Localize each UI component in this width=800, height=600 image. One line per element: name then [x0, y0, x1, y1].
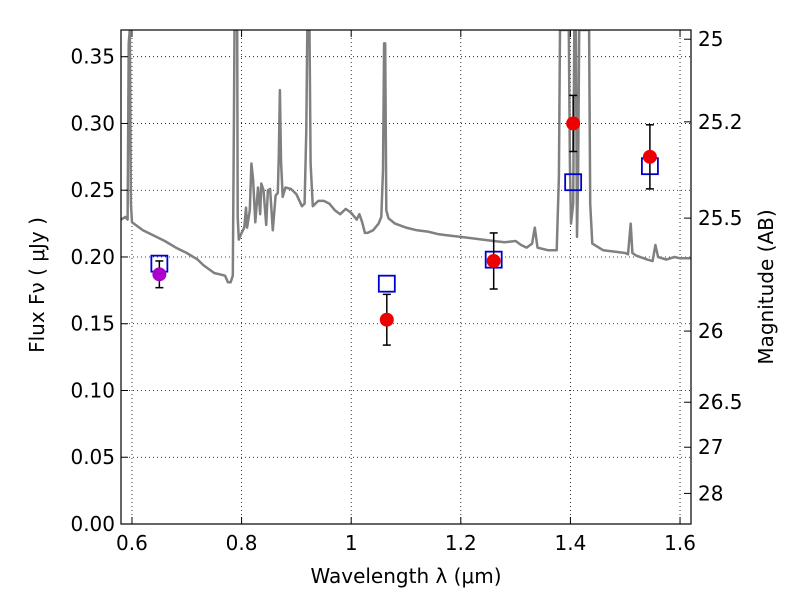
- observed-flux-point: [152, 267, 167, 282]
- y-tick-label: 0.35: [70, 45, 115, 69]
- template-spectrum-line: [121, 30, 691, 284]
- magnitude-tick-label: 26: [698, 319, 723, 343]
- observed-flux-point: [486, 253, 501, 268]
- observed-flux-point: [566, 116, 581, 131]
- y-tick-label: 0.10: [70, 378, 115, 402]
- grid: [121, 30, 691, 525]
- magnitude-tick-label: 26.5: [698, 390, 743, 414]
- y-tick-label: 0.15: [70, 312, 115, 336]
- y-tick-label: 0.05: [70, 445, 115, 469]
- y-tick-label: 0.30: [70, 111, 115, 135]
- x-tick-label: 1.2: [445, 531, 477, 555]
- x-tick-label: 1.6: [664, 531, 696, 555]
- axis-ticks: 0.6 0.8 1 1.2 1.4 1.6 0.00 0.05 0.10 0.15 0.20 0.25…: [70, 27, 742, 555]
- x-tick-label: 1: [345, 531, 358, 555]
- magnitude-tick-label: 27: [698, 435, 723, 459]
- y-axis-title-right: Magnitude (AB): [754, 209, 778, 364]
- observed-flux-point: [642, 149, 657, 164]
- y-tick-label: 0.25: [70, 178, 115, 202]
- magnitude-tick-label: 28: [698, 481, 723, 505]
- y-axis-title-left: Flux Fν ( μJy ): [25, 217, 49, 353]
- x-tick-label: 0.6: [116, 531, 148, 555]
- magnitude-tick-label: 25: [698, 27, 723, 51]
- magnitude-tick-label: 25.5: [698, 206, 743, 230]
- y-tick-label: 0.20: [70, 245, 115, 269]
- model-flux-marker: [564, 173, 583, 192]
- plot-area: [121, 30, 691, 346]
- model-flux-marker: [377, 274, 396, 293]
- x-tick-label: 1.4: [555, 531, 587, 555]
- y-tick-label: 0.00: [70, 512, 115, 536]
- observed-flux-point: [379, 312, 394, 327]
- plot-frame: [120, 29, 692, 525]
- x-tick-label: 0.8: [226, 531, 258, 555]
- magnitude-tick-label: 25.2: [698, 110, 743, 134]
- x-axis-title: Wavelength λ (μm): [310, 564, 501, 588]
